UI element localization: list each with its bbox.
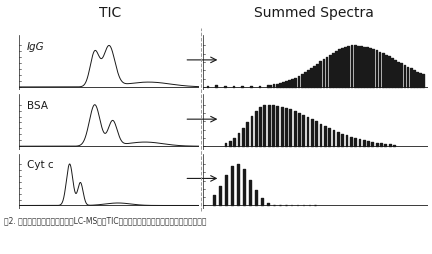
Text: BSA: BSA — [27, 101, 48, 111]
Text: IgG: IgG — [27, 42, 44, 52]
Text: Summed Spectra: Summed Spectra — [254, 6, 374, 20]
Text: 图2. 三种测试蛋白质的在线脱盐LC-MS分析TIC图谱（图左）及质谱峰图（图右）固拓生物: 图2. 三种测试蛋白质的在线脱盐LC-MS分析TIC图谱（图左）及质谱峰图（图右… — [4, 216, 207, 225]
Text: Cyt c: Cyt c — [27, 160, 53, 170]
Text: TIC: TIC — [99, 6, 121, 20]
